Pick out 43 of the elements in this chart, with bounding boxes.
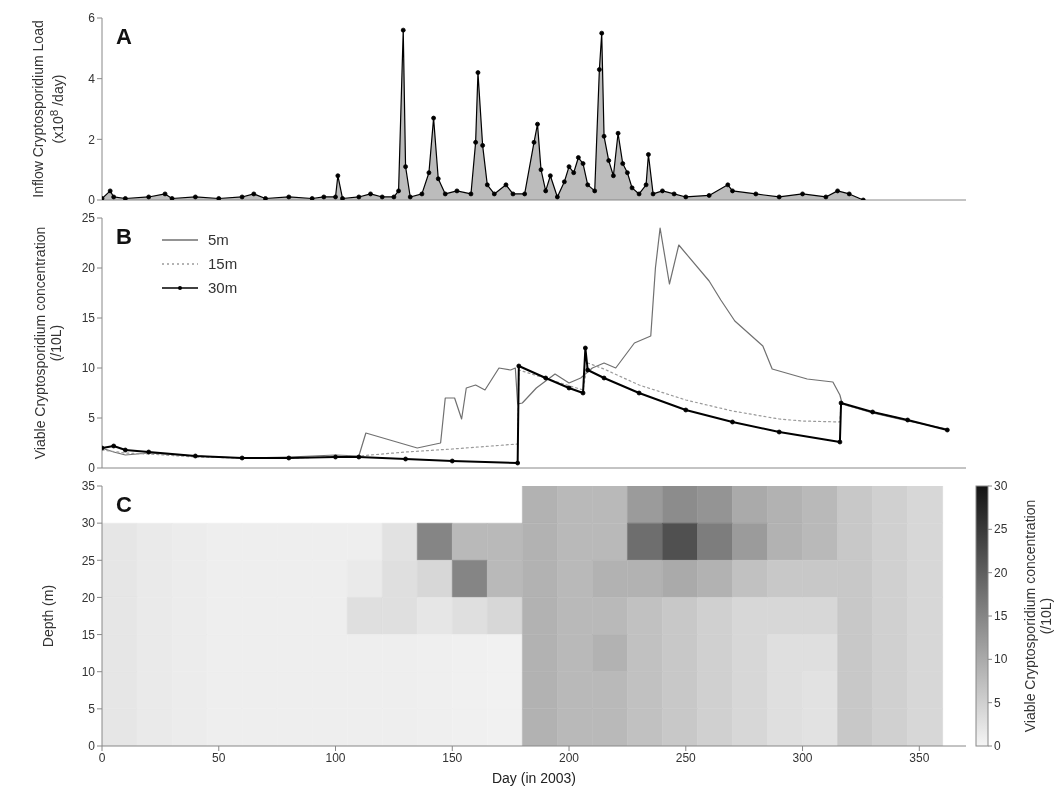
y-tick-label: 30 (81, 516, 96, 531)
x-tick-label: 300 (792, 750, 813, 765)
y-tick-label: 15 (81, 311, 96, 326)
color-bar-label: 10 (994, 652, 1008, 667)
x-axis-title: Day (in 2003) (490, 770, 577, 786)
y-tick-label: 0 (88, 739, 96, 754)
y-tick-label: 20 (81, 261, 96, 276)
y-tick-label: 20 (81, 590, 96, 605)
y-tick-label: 2 (88, 132, 96, 147)
y-tick-label: 15 (81, 627, 96, 642)
x-tick-label: 100 (325, 750, 346, 765)
color-bar-label: 0 (994, 739, 1001, 753)
y-tick-label: 0 (88, 193, 96, 208)
color-bar-label: 15 (994, 609, 1008, 623)
y-tick-label: 10 (81, 664, 96, 679)
color-bar-label: 25 (994, 522, 1008, 537)
y-tick-label: 6 (88, 11, 96, 26)
y-tick-label: 10 (81, 361, 96, 376)
x-tick-label: 250 (675, 750, 697, 765)
x-tick-label: 50 (212, 750, 226, 765)
legend-label: 15m (208, 254, 238, 274)
annotation: B (116, 224, 132, 250)
annotation: C (116, 492, 132, 518)
y-tick-label: 5 (88, 411, 96, 426)
color-bar-label: 30 (994, 479, 1008, 493)
y-axis-title: Depth (m) (40, 583, 56, 650)
x-tick-label: 350 (909, 750, 930, 765)
y-axis-title: Viable Cryptosporidium concentration (/10L) (32, 225, 64, 462)
annotation: A (116, 24, 132, 50)
y-tick-label: 5 (88, 702, 96, 717)
legend-label: 30m (208, 278, 238, 298)
legend-label: 5m (208, 230, 229, 250)
color-bar-title: Viable Cryptosporidium concentration (/10L) (1022, 498, 1054, 735)
y-tick-label: 25 (81, 553, 96, 568)
y-tick-label: 4 (88, 71, 96, 86)
x-tick-label: 200 (559, 750, 580, 765)
y-tick-label: 35 (81, 479, 96, 494)
y-tick-label: 0 (88, 461, 96, 476)
x-tick-label: 0 (98, 750, 106, 765)
y-tick-label: 25 (81, 211, 96, 226)
color-bar-label: 5 (994, 695, 1001, 710)
color-bar-label: 20 (994, 565, 1008, 580)
x-tick-label: 150 (442, 750, 463, 765)
